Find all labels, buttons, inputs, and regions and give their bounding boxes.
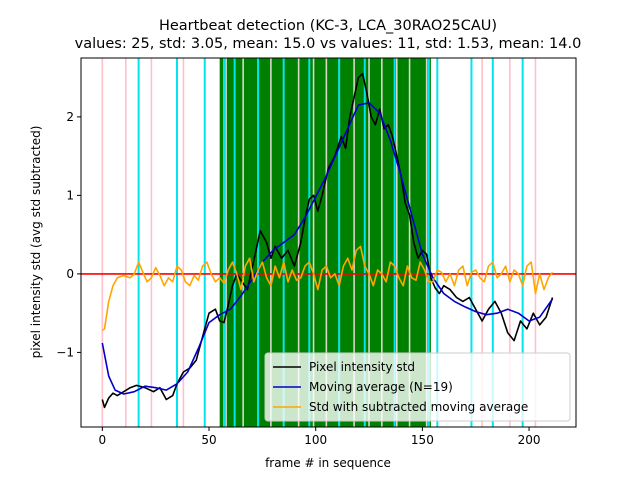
- plot-frame: [80, 57, 577, 428]
- y-tick-label: −1: [56, 345, 74, 359]
- y-axis: −1 0 1 2: [56, 110, 81, 359]
- x-tick-label: 150: [411, 433, 434, 447]
- x-axis-label: frame # in sequence: [265, 456, 391, 470]
- y-axis-label: pixel intensity std (avg std subtracted): [29, 126, 43, 359]
- series-line-pixel: [101, 72, 554, 409]
- chart-subtitle: values: 25, std: 3.05, mean: 15.0 vs val…: [75, 36, 582, 52]
- x-tick-label: 100: [304, 433, 327, 447]
- x-tick-label: 200: [518, 433, 541, 447]
- series-line-std_sub: [101, 245, 554, 332]
- y-tick-label: 1: [66, 188, 74, 202]
- series-layer: [101, 72, 554, 409]
- x-tick-label: 0: [99, 433, 107, 447]
- y-tick-label: 2: [66, 110, 74, 124]
- legend-label-std_sub: Std with subtracted moving average: [309, 400, 528, 414]
- x-tick-label: 50: [201, 433, 216, 447]
- series-line-moving_average: [101, 102, 554, 395]
- y-tick-label: 0: [66, 267, 74, 281]
- x-axis: 0 50 100 150 200: [99, 427, 541, 447]
- chart-title: Heartbeat detection (KC-3, LCA_30RAO25CA…: [159, 18, 497, 34]
- legend: Pixel intensity std Moving average (N=19)…: [264, 352, 571, 422]
- legend-label-moving_average: Moving average (N=19): [309, 380, 453, 394]
- legend-label-pixel: Pixel intensity std: [309, 360, 415, 374]
- legend-box: [264, 352, 571, 422]
